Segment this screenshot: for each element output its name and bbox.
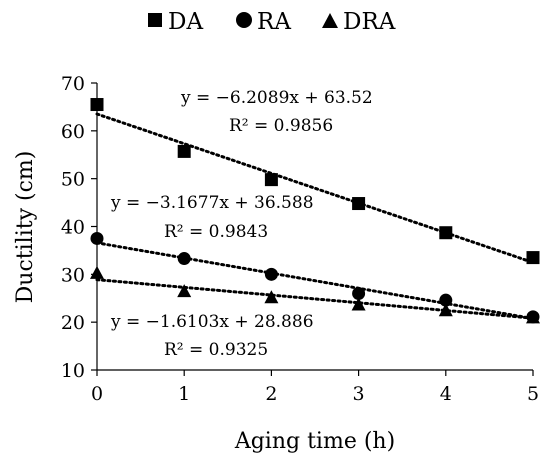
equation-da: y = −6.2089x + 63.52 bbox=[180, 88, 373, 108]
legend-marker-dra bbox=[322, 13, 338, 28]
legend-marker-da bbox=[148, 13, 162, 27]
equation-dra: y = −1.6103x + 28.886 bbox=[110, 312, 314, 332]
data-point-ra bbox=[90, 231, 104, 245]
data-point-ra bbox=[439, 293, 453, 307]
x-tick-label: 0 bbox=[91, 383, 103, 405]
x-axis-title: Aging time (h) bbox=[234, 429, 395, 454]
data-point-da bbox=[90, 98, 104, 112]
y-axis-title: Ductility (cm) bbox=[13, 151, 38, 304]
data-point-dra bbox=[177, 284, 192, 298]
x-tick-label: 2 bbox=[265, 383, 277, 405]
r2-da: R² = 0.9856 bbox=[229, 116, 333, 136]
y-tick-label: 20 bbox=[61, 312, 85, 334]
x-tick-label: 1 bbox=[178, 383, 190, 405]
y-tick-label: 30 bbox=[61, 264, 85, 286]
legend: DA RA DRA bbox=[148, 9, 396, 35]
data-point-ra bbox=[177, 252, 191, 266]
data-point-da bbox=[352, 197, 366, 211]
y-tick-label: 40 bbox=[61, 217, 85, 239]
y-tick-label: 70 bbox=[61, 73, 85, 95]
equation-ra: y = −3.1677x + 36.588 bbox=[110, 193, 314, 213]
x-tick-label: 4 bbox=[440, 383, 452, 405]
data-markers bbox=[90, 98, 540, 324]
legend-label-ra: RA bbox=[257, 9, 291, 35]
data-point-da bbox=[264, 173, 278, 187]
x-tick-label: 3 bbox=[353, 383, 365, 405]
data-point-ra bbox=[352, 286, 366, 300]
r2-dra: R² = 0.9325 bbox=[164, 340, 268, 360]
r2-ra: R² = 0.9843 bbox=[164, 222, 268, 242]
data-point-ra bbox=[264, 267, 278, 281]
trendline-da bbox=[95, 112, 535, 264]
data-point-dra bbox=[351, 297, 366, 311]
legend-label-da: DA bbox=[168, 9, 203, 35]
data-point-dra bbox=[438, 303, 453, 317]
data-point-dra bbox=[90, 265, 104, 279]
trendlines bbox=[95, 112, 535, 321]
legend-label-dra: DRA bbox=[343, 9, 396, 35]
data-point-da bbox=[439, 226, 453, 240]
y-tick-label: 10 bbox=[61, 360, 85, 382]
trendline-ra bbox=[95, 241, 535, 321]
y-tick-label: 50 bbox=[61, 169, 85, 191]
legend-marker-ra bbox=[236, 12, 252, 28]
x-axis-ticks: 0 1 2 3 4 5 bbox=[91, 370, 539, 405]
y-axis-ticks: 10 20 30 40 50 60 70 bbox=[61, 73, 97, 382]
x-tick-label: 5 bbox=[527, 383, 539, 405]
data-point-dra bbox=[264, 290, 279, 304]
data-point-da bbox=[177, 144, 191, 158]
y-tick-label: 60 bbox=[61, 121, 85, 143]
trendline-dra bbox=[95, 278, 535, 320]
data-point-dra bbox=[526, 310, 540, 324]
data-point-da bbox=[526, 251, 540, 265]
